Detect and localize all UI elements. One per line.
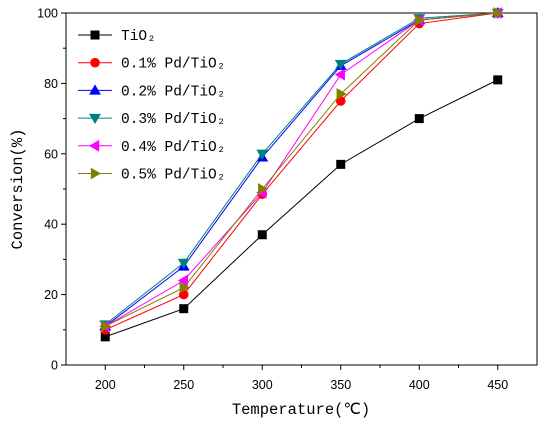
data-point-0-5-pd-tio2 [258, 183, 269, 195]
data-point-tio2 [179, 304, 189, 314]
data-point-0-3-pd-tio2 [177, 258, 190, 269]
axes: 200 250 300 350 400 450 0 20 40 60 80 100 [37, 7, 508, 393]
x-tick-label: 300 [252, 378, 273, 392]
x-tick-label: 400 [409, 378, 430, 392]
data-point-tio2 [414, 114, 424, 124]
y-tick-label: 80 [44, 77, 58, 91]
data-point-0-3-pd-tio2 [256, 149, 269, 160]
data-point-0-4-pd-tio2 [177, 274, 188, 287]
legend-label: 0.3% Pd/TiO₂ [121, 112, 225, 128]
legend-marker [88, 139, 100, 152]
legend-marker [89, 113, 101, 125]
legend-entry-tio2: TiO₂ [78, 29, 156, 45]
legend-marker [90, 57, 100, 68]
legend-marker [89, 84, 101, 95]
legend-label: TiO₂ [121, 29, 156, 45]
data-point-0-5-pd-tio2 [179, 281, 190, 294]
legend-entry-0-1-pd-tio2: 0.1% Pd/TiO₂ [78, 57, 225, 73]
legend: TiO₂ 0.1% Pd/TiO₂ 0.2% Pd/TiO₂ 0.3% Pd/TiO₂… [78, 29, 225, 184]
data-point-tio2 [257, 230, 267, 240]
legend-entry-0-4-pd-tio2: 0.4% Pd/TiO₂ [78, 140, 225, 156]
data-point-0-5-pd-tio2 [415, 14, 426, 26]
x-tick-label: 200 [95, 378, 116, 392]
y-tick-label: 100 [37, 7, 58, 21]
legend-marker [90, 30, 100, 40]
series-line-0-3-pd-tio2 [104, 12, 498, 325]
x-tick-label: 450 [487, 378, 508, 392]
series-line-tio2 [105, 79, 498, 338]
legend-label: 0.2% Pd/TiO₂ [121, 84, 225, 100]
data-point-0-4-pd-tio2 [334, 68, 345, 81]
legend-label: 0.4% Pd/TiO₂ [121, 140, 225, 156]
y-tick-label: 40 [44, 218, 58, 232]
data-point-tio2 [493, 75, 503, 85]
series-line-0-1-pd-tio2 [105, 12, 498, 331]
x-axis-title: Temperature(℃) [232, 401, 370, 419]
y-tick-label: 60 [44, 147, 58, 161]
legend-entry-0-3-pd-tio2: 0.3% Pd/TiO₂ [78, 112, 225, 128]
x-tick-label: 250 [173, 378, 194, 392]
series-0-5-pd-tio2 [101, 7, 504, 333]
legend-label: 0.1% Pd/TiO₂ [121, 57, 225, 73]
legend-entry-0-2-pd-tio2: 0.2% Pd/TiO₂ [78, 84, 225, 100]
x-tick-label: 350 [330, 378, 351, 392]
y-axis-title: Conversion(%) [9, 129, 27, 250]
data-point-0-5-pd-tio2 [493, 7, 504, 19]
series-group [99, 6, 504, 342]
data-point-0-3-pd-tio2 [334, 59, 347, 71]
data-point-tio2 [336, 159, 346, 169]
series-tio2 [100, 75, 503, 342]
y-tick-label: 20 [44, 288, 58, 302]
data-point-0-5-pd-tio2 [336, 88, 347, 100]
legend-entry-0-5-pd-tio2: 0.5% Pd/TiO₂ [78, 168, 225, 184]
y-tick-label: 0 [51, 359, 58, 373]
series-line-0-5-pd-tio2 [105, 12, 498, 327]
legend-label: 0.5% Pd/TiO₂ [121, 168, 225, 184]
data-point-0-5-pd-tio2 [101, 320, 112, 333]
legend-marker [90, 167, 102, 180]
